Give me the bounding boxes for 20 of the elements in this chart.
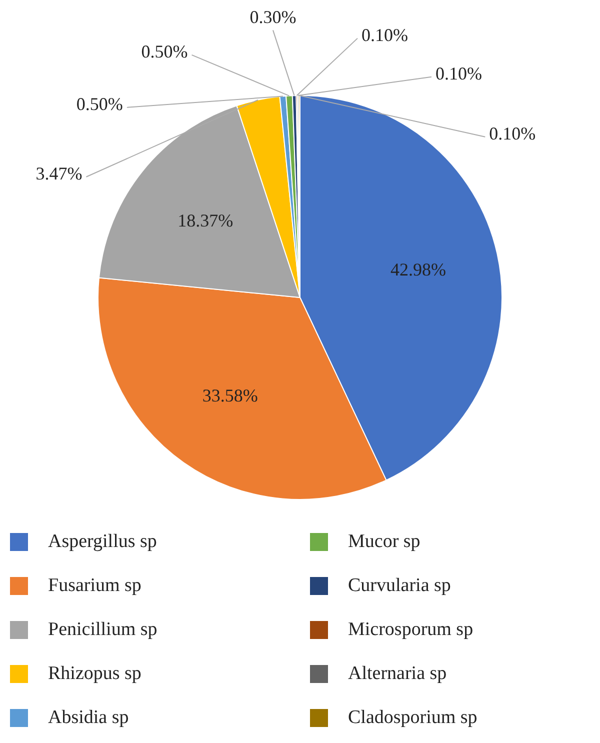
legend-label: Mucor sp [348,531,420,553]
legend-label: Alternaria sp [348,663,447,685]
data-label: 0.10% [435,64,482,84]
data-label: 0.10% [361,25,408,46]
legend-label: Penicillium sp [48,619,158,641]
legend-label: Fusarium sp [48,575,142,597]
data-label: 0.30% [250,6,296,27]
data-label: 42.98% [390,260,446,280]
data-label: 0.50% [141,42,188,62]
legend-label: Curvularia sp [348,575,451,597]
data-label: 0.50% [76,94,123,114]
data-label: 3.47% [36,164,82,184]
legend-label: Absidia sp [48,707,129,729]
legend-label: Rhizopus sp [48,663,142,685]
data-label: 33.58% [202,385,258,406]
legend-label: Microsporum sp [348,619,474,641]
data-label: 18.37% [178,210,234,230]
data-label: 0.10% [489,124,536,144]
legend-label: Aspergillus sp [48,531,157,553]
legend-label: Cladosporium sp [348,707,478,729]
